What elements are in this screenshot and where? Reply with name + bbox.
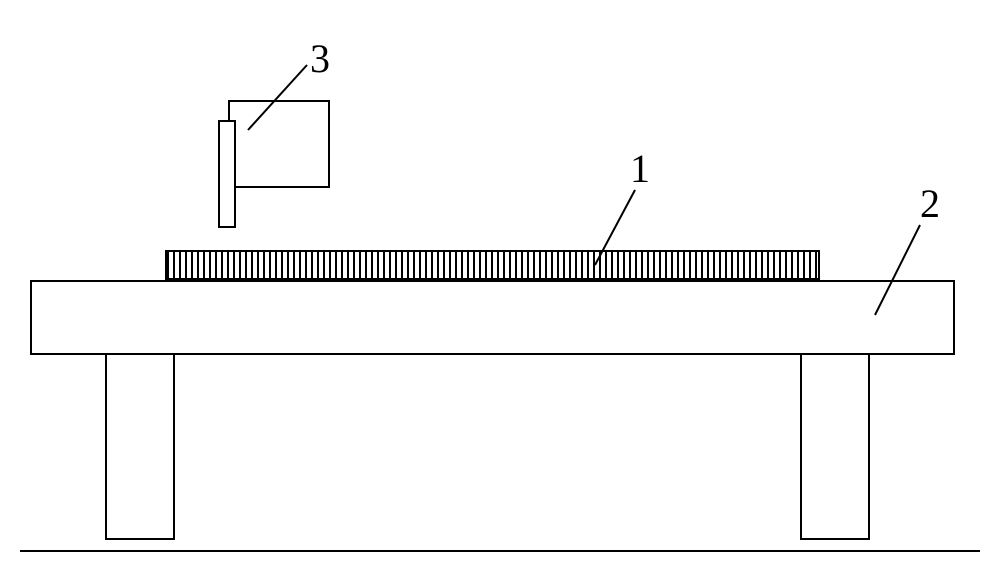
component-side-piece [218,120,236,228]
technical-diagram: 1 2 3 [0,0,1000,583]
table-top [30,280,955,355]
ground-line [20,550,980,552]
stripes-pattern [167,252,818,278]
label-3: 3 [310,35,330,82]
label-1: 1 [630,145,650,192]
component-main-box [228,100,330,188]
table-leg-right [800,355,870,540]
label-2: 2 [920,180,940,227]
table-leg-left [105,355,175,540]
striped-element [165,250,820,280]
